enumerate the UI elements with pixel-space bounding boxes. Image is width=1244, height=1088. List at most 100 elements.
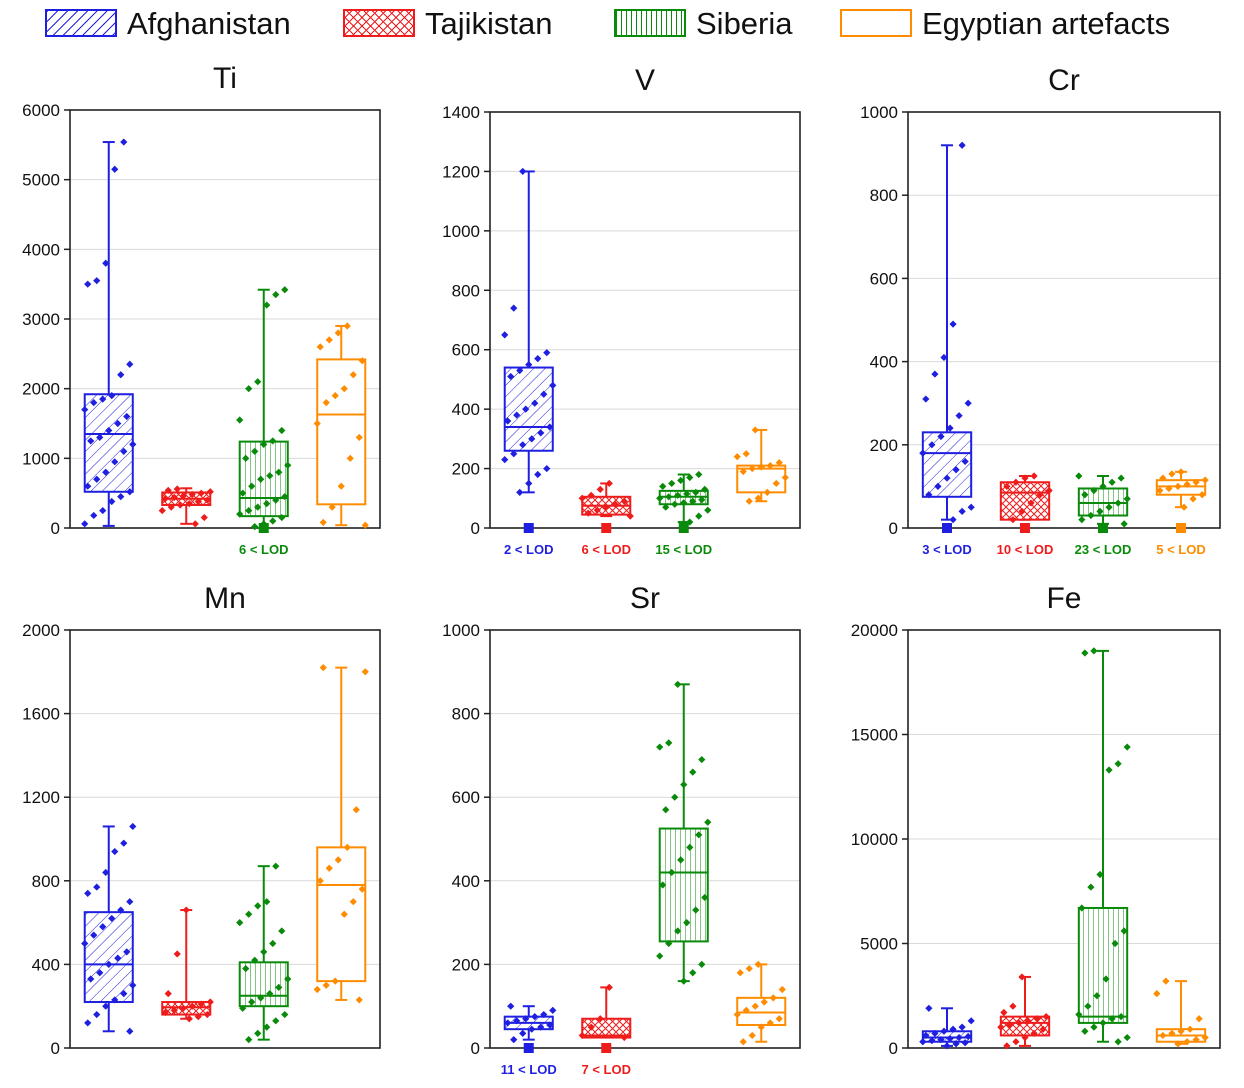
data-point — [188, 1002, 196, 1010]
y-tick-label: 5000 — [860, 935, 898, 954]
lod-marker — [258, 523, 269, 533]
y-tick-label: 800 — [452, 281, 480, 300]
data-point — [123, 412, 131, 421]
data-point — [549, 381, 557, 389]
box-siberia — [236, 862, 292, 1044]
data-point — [313, 419, 321, 428]
data-point — [84, 889, 92, 897]
data-point — [677, 856, 685, 864]
data-point — [733, 1010, 741, 1019]
chart-title: Mn — [204, 582, 246, 615]
data-point — [111, 996, 119, 1004]
chart-title: Ti — [213, 62, 237, 95]
box-afghanistan — [81, 138, 137, 528]
data-point — [316, 343, 324, 351]
data-point — [931, 370, 939, 378]
data-point — [1114, 760, 1122, 768]
data-point — [269, 517, 277, 525]
data-point — [775, 459, 783, 467]
plot-frame — [69, 109, 381, 529]
data-point — [194, 1013, 202, 1021]
data-point — [188, 490, 196, 499]
data-point — [952, 466, 960, 474]
lod-marker — [601, 1043, 612, 1053]
lod-label: 5 < LOD — [1156, 542, 1206, 557]
data-point — [108, 914, 116, 923]
legend-swatch-egyptian-artefacts — [840, 9, 912, 37]
data-point — [284, 975, 292, 983]
box-tajikistan: 7 < LOD — [578, 983, 632, 1077]
data-point — [117, 493, 125, 501]
data-point — [742, 1006, 750, 1014]
data-point — [1015, 1019, 1023, 1027]
data-point — [922, 395, 930, 403]
data-point — [126, 488, 134, 496]
data-point — [665, 939, 673, 948]
data-point — [236, 510, 244, 518]
data-point — [1078, 904, 1086, 912]
data-point — [1096, 507, 1104, 515]
y-tick-label: 5000 — [22, 171, 60, 190]
data-point — [1003, 1042, 1011, 1050]
plot-frame — [69, 629, 381, 1049]
data-point — [334, 856, 342, 864]
data-point — [346, 454, 354, 462]
data-point — [108, 392, 116, 400]
data-point — [751, 1002, 759, 1010]
data-point — [958, 141, 966, 149]
data-point — [665, 493, 673, 501]
data-point — [245, 1036, 253, 1044]
data-point — [626, 512, 634, 520]
data-point — [182, 906, 190, 914]
data-point — [1018, 973, 1026, 981]
data-point — [587, 491, 595, 499]
data-point — [120, 447, 128, 455]
chart-fe: Fe 0 5000 10000 15000 20000 — [838, 570, 1240, 1088]
data-point — [543, 464, 551, 473]
data-point — [772, 479, 780, 488]
data-point — [605, 983, 613, 991]
data-point — [239, 1004, 247, 1012]
box-siberia: 15 < LOD — [655, 470, 712, 557]
data-point — [1105, 503, 1113, 511]
data-point — [90, 931, 98, 939]
data-point — [692, 488, 700, 496]
data-point — [272, 291, 280, 299]
data-point — [164, 486, 172, 494]
data-point — [1105, 766, 1113, 774]
data-point — [958, 507, 966, 515]
data-point — [108, 497, 116, 506]
y-tick-label: 200 — [452, 460, 480, 479]
data-point — [251, 956, 259, 964]
data-point — [662, 806, 670, 814]
data-point — [242, 454, 250, 462]
data-point — [736, 969, 744, 977]
data-point — [1075, 1010, 1083, 1019]
data-point — [161, 1008, 169, 1017]
box-egyptian-artefacts — [313, 322, 369, 529]
data-point — [319, 664, 327, 672]
data-point — [958, 1023, 966, 1031]
data-point — [114, 954, 122, 962]
plot-frame — [907, 111, 1221, 529]
data-point — [313, 985, 321, 994]
chart-title: V — [635, 64, 655, 97]
data-point — [1027, 499, 1035, 507]
data-point — [519, 167, 527, 176]
data-point — [245, 506, 253, 515]
legend-label-egyptian-artefacts: Egyptian artefacts — [922, 6, 1171, 41]
data-point — [1090, 1023, 1098, 1031]
lod-label: 6 < LOD — [582, 542, 632, 557]
box-siberia — [656, 680, 712, 985]
data-point — [334, 329, 342, 337]
legend-label-tajikistan: Tajikistan — [425, 6, 553, 41]
data-point — [343, 322, 351, 330]
data-point — [1096, 870, 1104, 879]
data-point — [126, 360, 134, 368]
data-point — [683, 919, 691, 927]
lod-label: 7 < LOD — [582, 1062, 632, 1077]
data-point — [745, 497, 753, 505]
y-tick-label: 2000 — [22, 380, 60, 399]
data-point — [81, 520, 89, 528]
data-point — [170, 493, 178, 501]
